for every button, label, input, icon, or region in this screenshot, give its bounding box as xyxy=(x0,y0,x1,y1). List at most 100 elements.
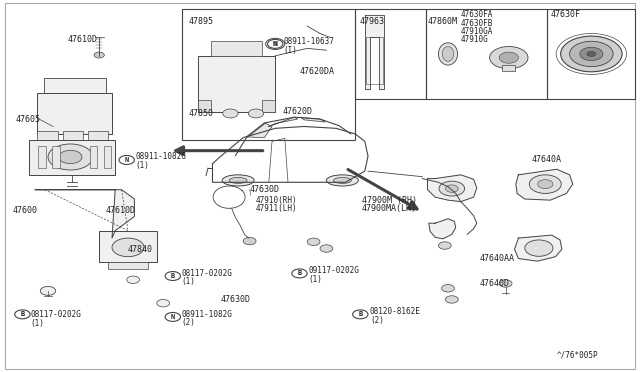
Text: (1): (1) xyxy=(136,161,150,170)
Text: 47630FB: 47630FB xyxy=(461,19,493,28)
Ellipse shape xyxy=(333,177,351,183)
Circle shape xyxy=(445,185,458,192)
Polygon shape xyxy=(365,15,384,89)
Text: ^/76*005P: ^/76*005P xyxy=(557,351,598,360)
Text: N: N xyxy=(125,157,129,163)
Bar xyxy=(37,131,58,142)
Bar xyxy=(366,37,383,84)
Text: 47911(LH): 47911(LH) xyxy=(256,204,298,213)
Text: (1): (1) xyxy=(31,319,45,328)
Bar xyxy=(182,9,355,140)
Circle shape xyxy=(307,238,320,246)
Ellipse shape xyxy=(442,46,454,61)
Text: 47630D: 47630D xyxy=(250,185,280,194)
Polygon shape xyxy=(246,123,272,138)
Text: 47610D: 47610D xyxy=(106,206,136,215)
Text: 47630FA: 47630FA xyxy=(461,10,493,19)
Text: 47640AA: 47640AA xyxy=(480,254,515,263)
Polygon shape xyxy=(35,190,134,238)
Text: (1): (1) xyxy=(308,275,323,284)
Text: 47840: 47840 xyxy=(128,245,153,254)
Polygon shape xyxy=(515,235,562,261)
Circle shape xyxy=(320,245,333,252)
Bar xyxy=(88,131,108,142)
Circle shape xyxy=(438,242,451,249)
Circle shape xyxy=(223,109,238,118)
Polygon shape xyxy=(429,219,456,239)
Circle shape xyxy=(353,310,368,319)
Circle shape xyxy=(127,276,140,283)
Bar xyxy=(44,78,106,93)
Text: 08117-0202G: 08117-0202G xyxy=(181,269,232,278)
Text: 09117-0202G: 09117-0202G xyxy=(308,266,359,275)
Polygon shape xyxy=(516,169,573,200)
Circle shape xyxy=(40,286,56,295)
Ellipse shape xyxy=(326,175,358,186)
Text: 47610D: 47610D xyxy=(67,35,97,44)
Bar xyxy=(63,131,83,142)
Circle shape xyxy=(529,175,561,193)
Circle shape xyxy=(119,155,134,164)
Bar xyxy=(211,41,262,56)
Bar xyxy=(198,56,275,112)
Text: 47963: 47963 xyxy=(360,17,385,26)
Ellipse shape xyxy=(222,175,254,186)
Bar xyxy=(502,65,515,71)
Circle shape xyxy=(165,272,180,280)
Text: 08117-0202G: 08117-0202G xyxy=(31,310,81,319)
Circle shape xyxy=(48,144,93,170)
Circle shape xyxy=(499,52,518,63)
Bar xyxy=(547,9,635,99)
Text: N: N xyxy=(273,41,277,47)
Text: 47850: 47850 xyxy=(189,109,214,118)
Text: 08911-1082G: 08911-1082G xyxy=(136,153,186,161)
Text: B: B xyxy=(20,311,24,317)
Text: 47900M (RH): 47900M (RH) xyxy=(362,196,417,205)
Text: (1): (1) xyxy=(181,278,195,286)
Text: B: B xyxy=(298,270,301,276)
Circle shape xyxy=(59,150,82,164)
Bar xyxy=(108,262,148,269)
Circle shape xyxy=(587,51,596,57)
Text: 47860M: 47860M xyxy=(428,17,458,26)
Text: (2): (2) xyxy=(181,318,195,327)
Text: 47600: 47600 xyxy=(13,206,38,215)
Text: 47910GA: 47910GA xyxy=(461,27,493,36)
Bar xyxy=(90,146,97,168)
Ellipse shape xyxy=(438,43,458,65)
Circle shape xyxy=(165,312,180,321)
Text: N: N xyxy=(171,314,175,320)
Text: 47640D: 47640D xyxy=(480,279,510,288)
Text: 47900MA(LH): 47900MA(LH) xyxy=(362,204,417,213)
Text: 47605: 47605 xyxy=(16,115,41,124)
Circle shape xyxy=(243,237,256,245)
Circle shape xyxy=(94,52,104,58)
Bar xyxy=(198,100,211,112)
Bar xyxy=(52,146,60,168)
Circle shape xyxy=(292,269,307,278)
Circle shape xyxy=(570,41,613,67)
Text: 47620DA: 47620DA xyxy=(300,67,335,76)
Circle shape xyxy=(499,280,512,287)
Text: 47630D: 47630D xyxy=(221,295,251,304)
Circle shape xyxy=(538,180,553,189)
Text: 47630F: 47630F xyxy=(550,10,580,19)
Bar xyxy=(262,100,275,112)
Ellipse shape xyxy=(229,177,247,183)
Text: 47895: 47895 xyxy=(189,17,214,26)
Bar xyxy=(426,9,547,99)
Circle shape xyxy=(580,47,603,61)
Circle shape xyxy=(442,285,454,292)
Text: 47640A: 47640A xyxy=(531,155,561,164)
Polygon shape xyxy=(269,117,298,126)
Circle shape xyxy=(490,46,528,69)
Bar xyxy=(355,9,426,99)
Text: 47910(RH): 47910(RH) xyxy=(256,196,298,205)
Bar xyxy=(29,140,115,175)
Circle shape xyxy=(112,238,144,257)
Polygon shape xyxy=(301,118,325,122)
Text: N: N xyxy=(273,41,277,47)
Bar xyxy=(38,146,46,168)
Circle shape xyxy=(266,38,285,49)
Text: B: B xyxy=(171,273,175,279)
